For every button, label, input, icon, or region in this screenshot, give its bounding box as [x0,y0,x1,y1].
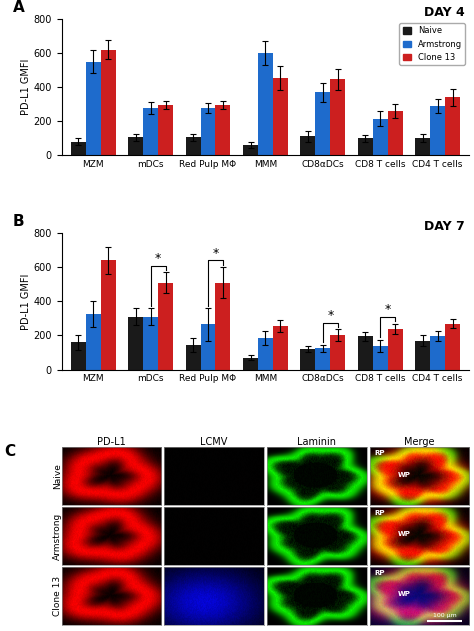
Title: PD-L1: PD-L1 [97,437,126,447]
Bar [315,348,330,370]
Bar [273,78,288,155]
Text: *: * [212,247,219,260]
Bar [273,326,288,370]
Bar [216,283,230,370]
Text: 100 μm: 100 μm [433,613,457,618]
Bar [445,324,460,370]
Bar [258,338,273,370]
Bar [358,138,373,155]
Bar [415,138,430,155]
Bar [258,53,273,155]
Text: WP: WP [398,472,410,478]
Text: C: C [5,444,16,459]
Text: WP: WP [398,591,410,597]
Bar [86,314,100,370]
Bar [315,92,330,155]
Bar [71,342,86,370]
Bar [158,105,173,155]
Bar [86,62,100,155]
Text: RP: RP [374,570,385,575]
Text: *: * [327,309,333,322]
Text: A: A [13,0,25,15]
Text: RP: RP [374,451,385,456]
Bar [143,317,158,370]
Bar [415,341,430,370]
Bar [301,136,315,155]
Bar [243,358,258,370]
Bar [358,336,373,370]
Y-axis label: Naive: Naive [53,464,62,490]
Bar [186,345,201,370]
Bar [373,119,388,155]
Y-axis label: PD-L1 GMFI: PD-L1 GMFI [21,273,31,329]
Bar [143,109,158,155]
Legend: Naive, Armstrong, Clone 13: Naive, Armstrong, Clone 13 [399,23,465,65]
Y-axis label: Armstrong: Armstrong [53,512,62,560]
Bar [388,111,402,155]
Text: DAY 4: DAY 4 [424,6,465,19]
Text: *: * [384,303,391,316]
Text: B: B [13,215,24,230]
Bar [100,50,116,155]
Bar [201,324,216,370]
Text: *: * [155,252,161,265]
Text: RP: RP [374,510,385,516]
Bar [100,261,116,370]
Bar [330,80,345,155]
Bar [301,349,315,370]
Bar [186,138,201,155]
Text: WP: WP [398,531,410,538]
Bar [216,105,230,155]
Bar [388,329,402,370]
Bar [128,317,143,370]
Bar [158,283,173,370]
Bar [373,346,388,370]
Title: LCMV: LCMV [201,437,228,447]
Title: Merge: Merge [404,437,435,447]
Y-axis label: Clone 13: Clone 13 [53,575,62,616]
Bar [430,106,445,155]
Y-axis label: PD-L1 GMFI: PD-L1 GMFI [21,59,31,115]
Bar [243,145,258,155]
Bar [445,97,460,155]
Bar [430,336,445,370]
Bar [201,109,216,155]
Bar [71,141,86,155]
Title: Laminin: Laminin [297,437,336,447]
Bar [128,138,143,155]
Bar [330,336,345,370]
Text: DAY 7: DAY 7 [424,220,465,233]
